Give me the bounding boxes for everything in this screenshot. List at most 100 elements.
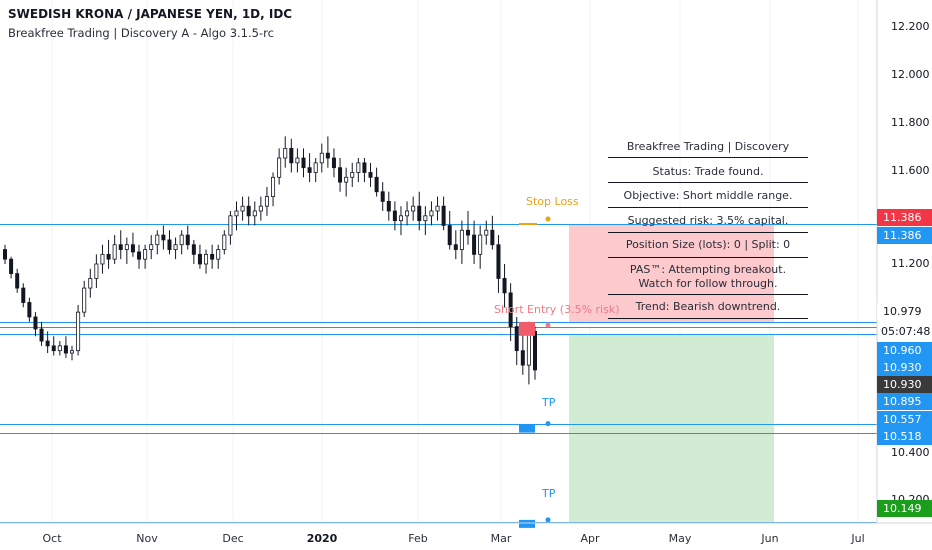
info-line-2: Status: Trade found. <box>652 165 764 178</box>
candle-body <box>465 229 470 236</box>
candle <box>429 201 434 226</box>
candle <box>459 220 464 264</box>
candle <box>112 235 117 264</box>
candle-body <box>405 210 410 217</box>
candle <box>173 237 178 260</box>
candle <box>39 321 44 346</box>
candle-body <box>143 249 148 260</box>
tp2-marker <box>519 519 535 528</box>
candle-body <box>289 147 294 164</box>
candle <box>331 148 336 178</box>
candle <box>234 201 239 231</box>
candle <box>277 148 282 185</box>
candle-body <box>490 229 495 246</box>
candle <box>204 249 209 274</box>
trade-markers <box>519 216 551 528</box>
candle <box>484 220 489 245</box>
candle <box>465 211 470 245</box>
candle-body <box>216 249 221 260</box>
candle <box>33 312 38 337</box>
candle <box>386 191 391 221</box>
candle-body <box>118 244 123 250</box>
candle <box>246 196 251 226</box>
candle <box>405 201 410 226</box>
candle-body <box>508 292 513 327</box>
candle <box>490 215 495 250</box>
candle-body <box>149 244 154 250</box>
info-divider <box>608 182 808 183</box>
level-price-badge: 10.895 <box>877 393 932 410</box>
candle-body <box>252 210 257 217</box>
indicator-name[interactable]: Breakfree Trading | Discovery A - Algo 3… <box>8 26 274 40</box>
candle <box>392 201 397 231</box>
x-tick: Nov <box>136 532 158 545</box>
candle-body <box>496 244 501 279</box>
info-line-7: Trend: Bearish downtrend. <box>635 300 781 313</box>
candle <box>143 244 148 269</box>
x-tick: Oct <box>42 532 62 545</box>
y-tick: 11.200 <box>891 257 930 270</box>
candle-body <box>228 215 233 236</box>
info-line-5: Position Size (lots): 0 | Split: 0 <box>625 238 791 251</box>
candle-body <box>331 157 336 169</box>
candle-body <box>350 172 355 178</box>
candle-body <box>478 234 483 255</box>
candle-body <box>319 152 324 164</box>
candle <box>94 254 99 289</box>
candle-body <box>9 258 14 275</box>
candle-body <box>3 249 8 260</box>
candle-body <box>63 345 68 354</box>
candle <box>240 196 245 221</box>
info-divider <box>608 294 808 295</box>
candle-body <box>197 253 202 265</box>
tp1-label: TP <box>542 396 556 409</box>
candle <box>70 345 75 361</box>
candle <box>423 206 428 236</box>
candle-body <box>173 244 178 250</box>
candle-body <box>191 244 196 255</box>
candle <box>319 143 324 173</box>
candle <box>362 158 367 183</box>
candle-body <box>417 205 422 222</box>
level-price-badge: 10.960 <box>877 342 932 359</box>
candle-body <box>301 157 306 169</box>
candle <box>216 244 221 269</box>
candle-body <box>411 205 416 212</box>
stop-loss-label: Stop Loss <box>526 195 579 208</box>
candle-body <box>185 234 190 246</box>
x-tick: 2020 <box>306 532 338 545</box>
entry-dot <box>545 322 551 328</box>
y-tick: 12.200 <box>891 20 930 33</box>
candle-body <box>295 157 300 164</box>
candle <box>76 304 81 356</box>
candle <box>447 211 452 250</box>
candle-body <box>57 345 62 352</box>
info-divider <box>608 318 808 319</box>
candle-body <box>94 263 99 279</box>
info-divider <box>608 232 808 233</box>
level-price-badge: 10.518 <box>877 428 932 445</box>
candle-body <box>472 234 477 255</box>
candle-body <box>435 205 440 212</box>
candle-body <box>51 345 56 352</box>
candle <box>472 220 477 264</box>
candle-body <box>76 311 81 352</box>
x-tick: May <box>668 532 692 545</box>
candle <box>191 239 196 264</box>
candle <box>167 230 172 255</box>
short-entry-label: Short Entry (3.5% risk) <box>494 303 620 316</box>
candle-body <box>210 253 215 260</box>
candle <box>118 230 123 260</box>
candles <box>3 136 538 385</box>
candle <box>88 268 93 298</box>
y-tick: 11.600 <box>891 164 930 177</box>
candle-body <box>27 302 32 318</box>
info-line-6: PAS™: Attempting breakout. Watch for fol… <box>629 263 787 290</box>
info-line-4: Suggested risk: 3.5% capital. <box>627 214 789 227</box>
candle <box>155 230 160 255</box>
candle-body <box>246 205 251 217</box>
x-tick: Mar <box>490 532 512 545</box>
candle-body <box>137 251 142 260</box>
candle <box>252 201 257 226</box>
